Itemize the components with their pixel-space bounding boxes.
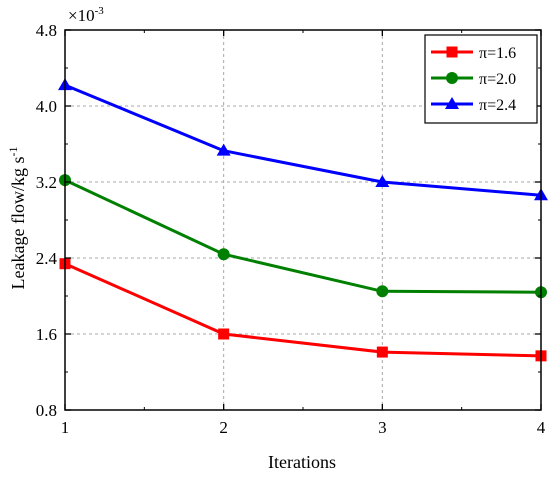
series-line bbox=[64, 83, 542, 197]
y-axis-title-text: Leakage flow/kg s bbox=[8, 157, 28, 290]
x-tick-label: 3 bbox=[378, 418, 387, 437]
series-line bbox=[64, 262, 542, 358]
y-axis-multiplier: ×10-3 bbox=[68, 5, 104, 25]
legend-label: π=2.0 bbox=[479, 71, 516, 88]
y-tick-label: 1.6 bbox=[36, 325, 57, 344]
legend-entry-2: π=2.4 bbox=[431, 97, 516, 114]
data-point-triangle bbox=[216, 143, 231, 156]
series-1 bbox=[59, 174, 547, 299]
data-point-square bbox=[218, 328, 230, 340]
axes: 1 2 3 4 0.8 1.6 2.4 3.2 4.0 4.8 bbox=[36, 21, 546, 437]
legend: π=1.6 π=2.0 π=2.4 bbox=[424, 34, 538, 124]
y-tick-label: 0.8 bbox=[36, 401, 57, 420]
y-tick-label: 4.8 bbox=[36, 21, 57, 40]
y-axis-multiplier-base: ×10 bbox=[68, 6, 95, 25]
data-point-square bbox=[446, 46, 458, 58]
legend-entry-0: π=1.6 bbox=[431, 45, 516, 62]
y-axis-title-superscript: -1 bbox=[6, 147, 20, 157]
x-tick-label: 1 bbox=[61, 418, 70, 437]
y-tick-label: 2.4 bbox=[36, 249, 58, 268]
data-point-triangle bbox=[445, 97, 459, 109]
data-point-circle bbox=[376, 285, 389, 298]
legend-label: π=2.4 bbox=[479, 97, 516, 114]
legend-label: π=1.6 bbox=[479, 45, 516, 62]
legend-entry-1: π=2.0 bbox=[431, 71, 516, 88]
data-point-triangle bbox=[375, 175, 390, 187]
data-point-circle bbox=[446, 72, 458, 84]
x-axis-title: Iterations bbox=[268, 452, 336, 472]
y-tick-label: 3.2 bbox=[36, 173, 57, 192]
data-point-square bbox=[376, 346, 388, 358]
y-axis-multiplier-exponent: -3 bbox=[95, 5, 105, 17]
x-tick-label: 2 bbox=[219, 418, 228, 437]
y-axis-title: Leakage flow/kg s-1 bbox=[6, 147, 28, 290]
x-tick-label: 4 bbox=[537, 418, 546, 437]
series-line bbox=[64, 178, 542, 294]
y-tick-label: 4.0 bbox=[36, 97, 57, 116]
data-point-circle bbox=[217, 248, 230, 261]
